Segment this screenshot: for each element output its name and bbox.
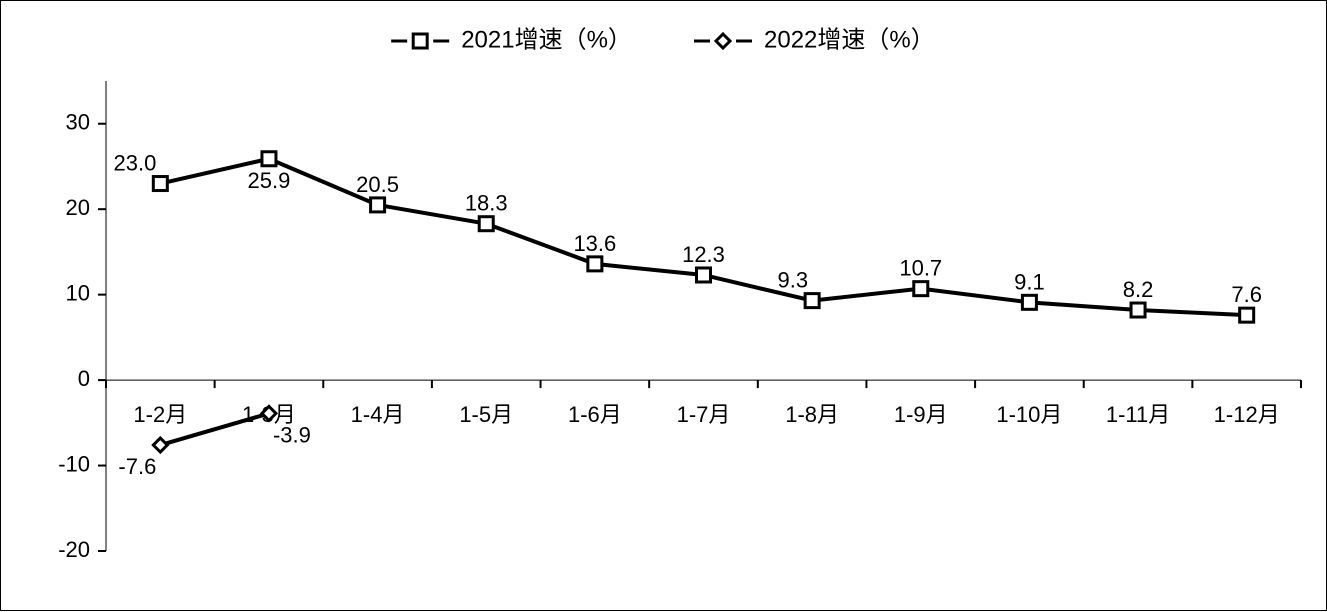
data-label-s2021: 8.2 [1123,277,1154,302]
y-tick-label: 10 [66,280,90,305]
data-label-s2021: 18.3 [465,191,508,216]
series-marker-s2021 [1131,303,1145,317]
series-marker-s2021 [1022,295,1036,309]
y-tick-label: 30 [66,110,90,135]
x-tick-label: 1-2月 [133,402,187,427]
series-marker-s2021 [588,257,602,271]
y-tick-label: 0 [78,366,90,391]
chart-frame: -20-1001020301-2月1-3月1-4月1-5月1-6月1-7月1-8… [0,0,1327,611]
x-tick-label: 1-4月 [351,402,405,427]
chart-svg: -20-1001020301-2月1-3月1-4月1-5月1-6月1-7月1-8… [1,1,1327,612]
x-tick-label: 1-12月 [1214,402,1280,427]
series-marker-s2021 [805,294,819,308]
series-line-s2021 [160,159,1246,315]
data-label-s2022: -3.9 [273,422,311,447]
data-label-s2021: 13.6 [573,231,616,256]
legend-label: 2022增速（%） [764,26,935,53]
data-label-s2021: 9.1 [1014,269,1045,294]
data-label-s2022: -7.6 [118,454,156,479]
y-tick-label: -20 [58,537,90,562]
series-marker-s2021 [371,198,385,212]
x-tick-label: 1-5月 [459,402,513,427]
data-label-s2021: 20.5 [356,172,399,197]
data-label-s2021: 9.3 [778,268,809,293]
x-tick-label: 1-10月 [996,402,1062,427]
x-tick-label: 1-11月 [1106,402,1170,427]
series-marker-s2022 [153,438,167,452]
series-marker-s2021 [914,282,928,296]
x-tick-label: 1-6月 [568,402,622,427]
series-marker-s2021 [1240,308,1254,322]
x-tick-label: 1-9月 [894,402,948,427]
legend-swatch-marker [716,34,730,48]
x-tick-label: 1-7月 [677,402,731,427]
data-label-s2021: 7.6 [1231,282,1262,307]
data-label-s2021: 12.3 [682,242,725,267]
legend-label: 2021增速（%） [461,26,632,53]
legend-swatch-marker [413,34,427,48]
y-tick-label: -10 [58,451,90,476]
legend: 2021增速（%） 2022增速（%） [391,26,935,53]
series-marker-s2021 [479,217,493,231]
series-marker-s2021 [697,268,711,282]
series-marker-s2021 [153,177,167,191]
data-label-s2021: 10.7 [899,256,942,281]
y-tick-label: 20 [66,195,90,220]
x-tick-label: 1-8月 [785,402,839,427]
data-label-s2021: 23.0 [113,151,156,176]
data-label-s2021: 25.9 [248,168,291,193]
series-marker-s2021 [262,152,276,166]
